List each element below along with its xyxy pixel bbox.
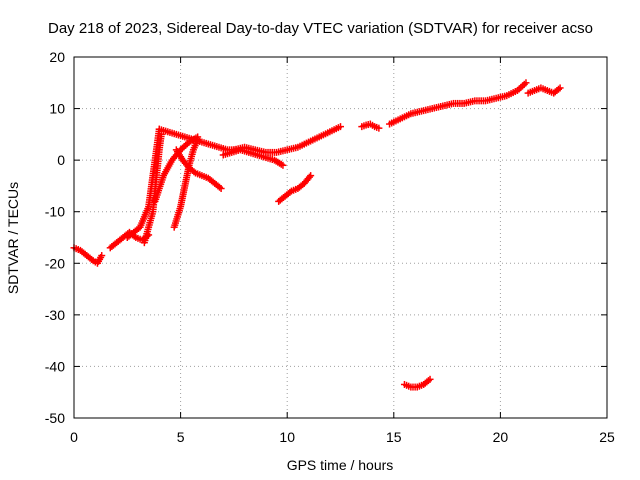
y-tick-label: 0 bbox=[57, 152, 65, 168]
y-axis-label: SDTVAR / TECUs bbox=[5, 182, 21, 294]
data-point bbox=[337, 123, 344, 131]
x-tick-label: 25 bbox=[599, 429, 615, 445]
x-tick-label: 10 bbox=[279, 429, 295, 445]
data-point bbox=[522, 79, 530, 87]
plot-border bbox=[73, 56, 608, 419]
data-point bbox=[279, 161, 287, 169]
data-point bbox=[194, 136, 202, 144]
x-tick-label: 15 bbox=[386, 429, 402, 445]
x-tick-label: 0 bbox=[70, 429, 78, 445]
data-point bbox=[375, 124, 383, 132]
y-tick-label: -50 bbox=[45, 410, 65, 426]
x-tick-label: 5 bbox=[177, 429, 185, 445]
data-point bbox=[217, 185, 225, 193]
data-point bbox=[305, 173, 313, 181]
y-tick-label: 20 bbox=[49, 49, 65, 65]
data-point bbox=[556, 84, 564, 92]
data-markers bbox=[70, 79, 564, 391]
y-tick-label: -10 bbox=[45, 204, 65, 220]
y-tick-label: -20 bbox=[45, 255, 65, 271]
data-point bbox=[98, 252, 106, 260]
data-point bbox=[307, 172, 315, 180]
chart-title: Day 218 of 2023, Sidereal Day-to-day VTE… bbox=[48, 20, 593, 37]
data-point bbox=[426, 375, 434, 383]
axis-ticks: 0 5 10 15 20 25 -50 -40 -30 -20 -10 0 10 20 bbox=[45, 49, 615, 445]
x-tick-label: 20 bbox=[493, 429, 509, 445]
y-tick-label: 10 bbox=[49, 101, 65, 117]
y-tick-label: -40 bbox=[45, 358, 65, 374]
x-axis-label: GPS time / hours bbox=[287, 457, 394, 473]
y-tick-label: -30 bbox=[45, 307, 65, 323]
grid-lines bbox=[74, 57, 607, 418]
